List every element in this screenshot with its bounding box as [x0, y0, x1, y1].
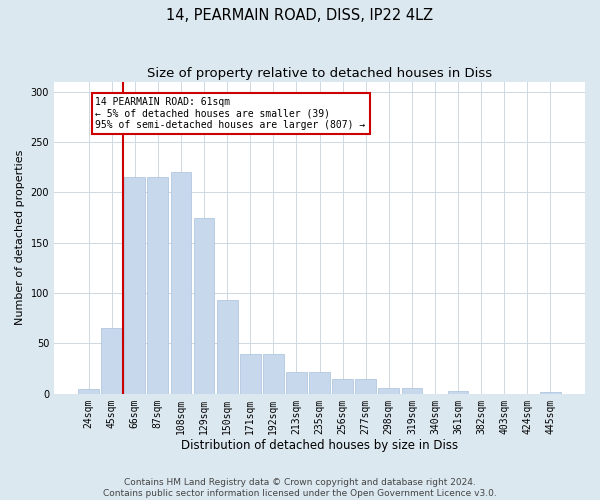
Bar — [101, 328, 122, 394]
Bar — [217, 300, 238, 394]
Text: 14, PEARMAIN ROAD, DISS, IP22 4LZ: 14, PEARMAIN ROAD, DISS, IP22 4LZ — [166, 8, 434, 22]
Text: 14 PEARMAIN ROAD: 61sqm
← 5% of detached houses are smaller (39)
95% of semi-det: 14 PEARMAIN ROAD: 61sqm ← 5% of detached… — [95, 97, 366, 130]
Title: Size of property relative to detached houses in Diss: Size of property relative to detached ho… — [147, 68, 492, 80]
Y-axis label: Number of detached properties: Number of detached properties — [15, 150, 25, 326]
Bar — [194, 218, 214, 394]
Bar — [332, 378, 353, 394]
Bar — [355, 378, 376, 394]
Bar — [78, 389, 99, 394]
Bar — [286, 372, 307, 394]
Bar — [309, 372, 330, 394]
X-axis label: Distribution of detached houses by size in Diss: Distribution of detached houses by size … — [181, 440, 458, 452]
Bar — [263, 354, 284, 394]
Bar — [124, 178, 145, 394]
Bar — [379, 388, 399, 394]
Bar — [240, 354, 260, 394]
Bar — [401, 388, 422, 394]
Bar — [148, 178, 168, 394]
Bar — [448, 391, 469, 394]
Bar — [170, 172, 191, 394]
Text: Contains HM Land Registry data © Crown copyright and database right 2024.
Contai: Contains HM Land Registry data © Crown c… — [103, 478, 497, 498]
Bar — [540, 392, 561, 394]
